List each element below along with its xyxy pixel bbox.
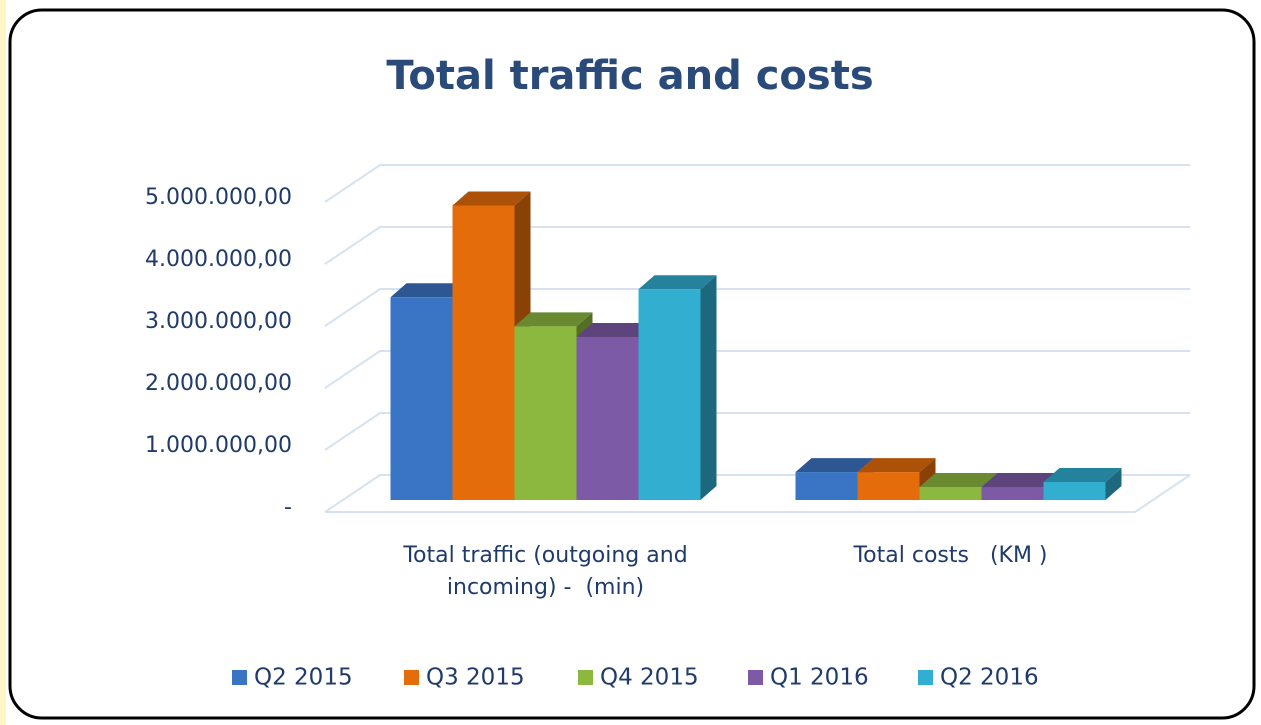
- bar-top: [919, 472, 998, 487]
- legend-label: Q4 2015: [600, 665, 699, 691]
- y-tick-label: 1.000.000,00: [145, 433, 292, 458]
- grid-line: [324, 288, 1190, 327]
- legend-swatch: [578, 670, 593, 685]
- legend-label: Q2 2015: [254, 665, 353, 691]
- legend-swatch: [918, 670, 933, 685]
- bar: [981, 486, 1044, 500]
- bar: [514, 326, 577, 500]
- legend-label: Q3 2015: [426, 665, 525, 691]
- bar-top: [795, 458, 874, 473]
- bar-top: [857, 458, 936, 473]
- edge-strip: [0, 0, 6, 725]
- x-tick-label: Total costs (KM ): [853, 543, 1048, 568]
- grid-line: [324, 164, 1190, 203]
- bar-top: [452, 191, 531, 206]
- legend-swatch: [404, 670, 419, 685]
- bar: [919, 486, 982, 500]
- y-tick-label: 5.000.000,00: [145, 185, 292, 210]
- bar: [857, 472, 920, 500]
- bar-top: [514, 312, 593, 327]
- bar: [452, 205, 515, 500]
- floor-edge: [1134, 474, 1191, 513]
- grid-line: [324, 350, 1190, 389]
- chart-title: Total traffic and costs: [386, 53, 873, 99]
- bar: [576, 336, 639, 500]
- grid-line: [324, 412, 1190, 451]
- y-tick-label: 4.000.000,00: [145, 247, 292, 272]
- bar: [1043, 482, 1106, 500]
- bar-top: [1043, 468, 1122, 483]
- bar: [795, 472, 858, 500]
- bar-side: [1105, 468, 1122, 500]
- legend-swatch: [748, 670, 763, 685]
- legend-label: Q2 2016: [940, 665, 1039, 691]
- bar-top: [981, 472, 1060, 487]
- bar-top: [390, 283, 469, 298]
- bar-top: [576, 322, 655, 337]
- bar-side: [700, 275, 717, 500]
- y-tick-label: -: [284, 495, 292, 520]
- y-tick-label: 3.000.000,00: [145, 309, 292, 334]
- bar: [390, 297, 453, 500]
- legend-label: Q1 2016: [770, 665, 869, 691]
- grid-line: [324, 226, 1190, 265]
- bar: [638, 289, 701, 500]
- bar-top: [638, 275, 717, 290]
- legend-swatch: [232, 670, 247, 685]
- y-tick-label: 2.000.000,00: [145, 371, 292, 396]
- x-tick-label: Total traffic (outgoing and incoming) - …: [403, 543, 695, 600]
